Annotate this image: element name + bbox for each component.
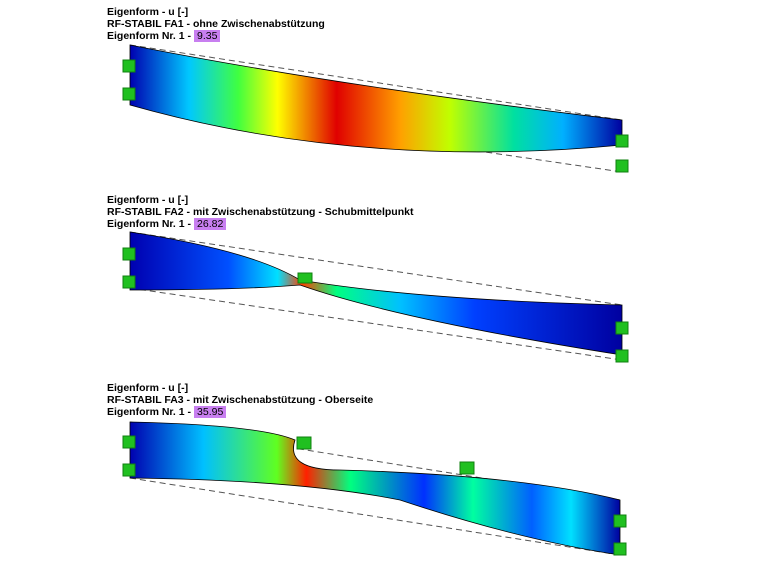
support (459, 461, 475, 475)
caption-line: Eigenform - u [-] (107, 382, 189, 394)
support (615, 321, 629, 335)
caption-line: Eigenform - u [-] (107, 6, 189, 18)
caption-line: Eigenform Nr. 1 -26.82 (107, 218, 227, 230)
caption-line: RF-STABIL FA1 - ohne Zwischenabstützung (107, 18, 325, 30)
dashed-line (129, 44, 623, 121)
beam-mode-3 (129, 421, 621, 556)
support (122, 59, 136, 73)
caption-line: RF-STABIL FA3 - mit Zwischenabstützung -… (107, 394, 374, 406)
dashed-line (129, 477, 621, 556)
caption-line: RF-STABIL FA2 - mit Zwischenabstützung -… (107, 206, 414, 218)
eigenform-number: Eigenform Nr. 1 - (107, 30, 192, 42)
support (615, 349, 629, 363)
support (297, 272, 313, 284)
support (122, 247, 136, 261)
eigenform-number: Eigenform Nr. 1 - (107, 406, 192, 418)
eigenvalue: 9.35 (194, 30, 221, 42)
support (613, 514, 627, 528)
support (613, 542, 627, 556)
supports (122, 59, 629, 556)
eigenform-number: Eigenform Nr. 1 - (107, 218, 192, 230)
caption-line: Eigenform - u [-] (107, 194, 189, 206)
support (615, 159, 629, 173)
support (122, 87, 136, 101)
caption-line: Eigenform Nr. 1 -35.95 (107, 406, 227, 418)
beam-mode-2 (129, 231, 623, 356)
support (615, 134, 629, 148)
dashed-line (129, 287, 623, 361)
eigenvalue: 26.82 (194, 218, 227, 230)
caption-line: Eigenform Nr. 1 -9.35 (107, 30, 221, 42)
dashed-line (129, 231, 623, 306)
support (122, 463, 136, 477)
beam-mode-1 (129, 44, 623, 153)
support (122, 435, 136, 449)
support (122, 275, 136, 289)
support (296, 436, 312, 450)
eigenvalue: 35.95 (194, 406, 227, 418)
